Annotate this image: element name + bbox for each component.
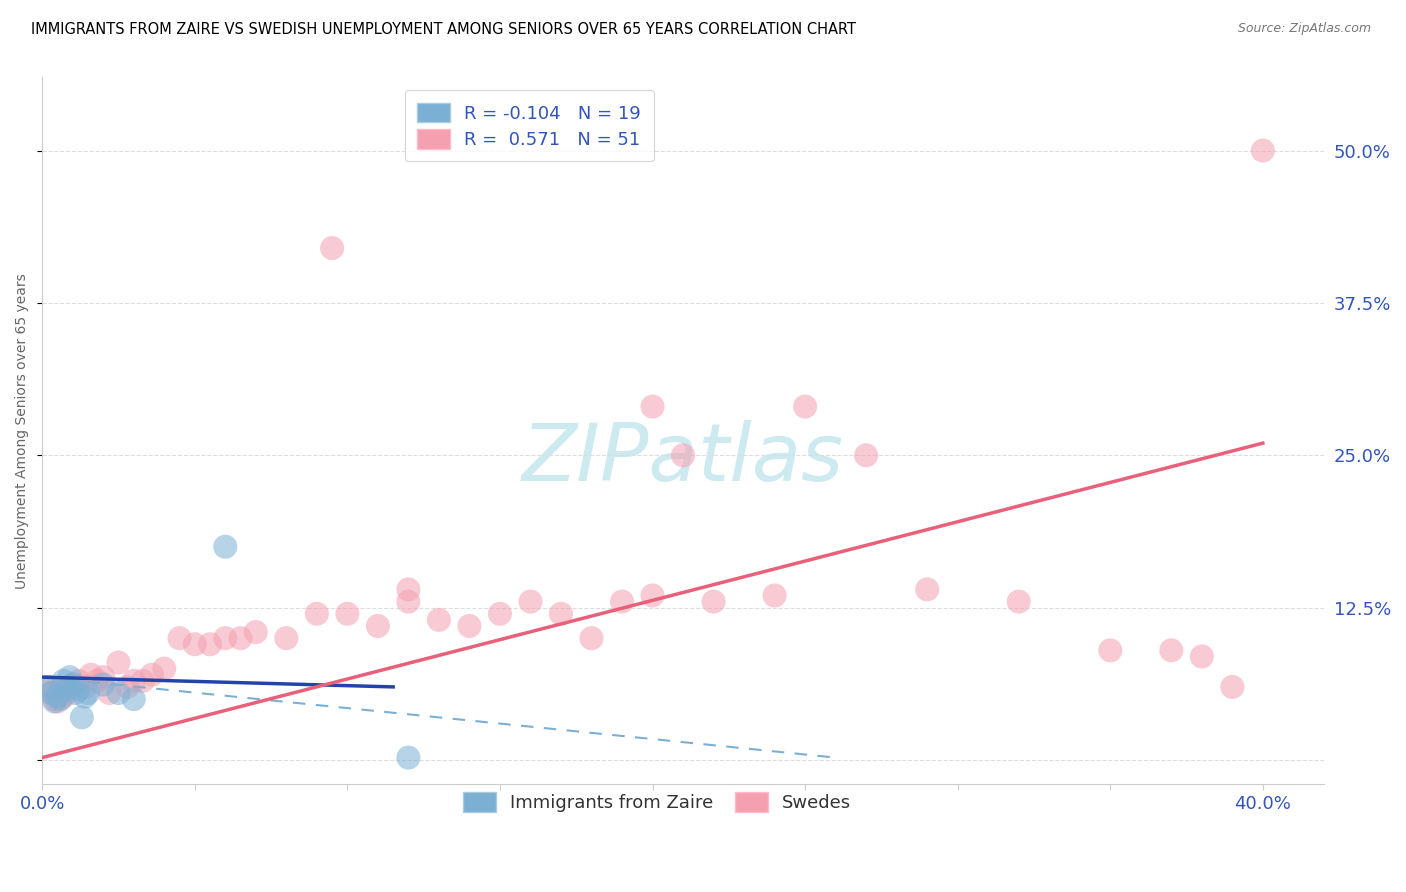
Point (46, 690, 69, 704)
Point (367, 619, 389, 633)
Point (122, 673, 145, 688)
Point (396, 750, 419, 764)
Point (550, 607, 572, 621)
Point (855, 448, 877, 462)
Point (794, 400, 817, 414)
Point (122, 692, 145, 706)
Point (672, 448, 695, 462)
Point (49, 682, 72, 697)
Point (86, 673, 108, 688)
Point (915, 582, 938, 597)
Point (107, 656, 129, 670)
Point (214, 631, 236, 645)
Point (229, 631, 252, 645)
Point (489, 607, 512, 621)
Point (132, 673, 155, 688)
Point (703, 594, 725, 608)
Point (610, 594, 633, 608)
Point (98, 686, 121, 700)
Point (62, 677, 84, 691)
Point (276, 631, 298, 645)
Point (44, 692, 66, 706)
Point (427, 613, 450, 627)
Point (458, 619, 481, 633)
Point (73, 680, 96, 694)
Point (67, 682, 90, 697)
Point (184, 637, 207, 651)
Point (641, 400, 664, 414)
Point (153, 662, 176, 676)
Legend: Immigrants from Zaire, Swedes: Immigrants from Zaire, Swedes (451, 780, 865, 825)
Point (169, 631, 191, 645)
Point (80, 667, 103, 681)
Point (55, 686, 77, 700)
Point (77, 686, 100, 700)
Point (336, 607, 359, 621)
Point (65, 686, 87, 700)
Point (73, 690, 96, 704)
Point (59, 680, 82, 694)
Point (141, 667, 163, 681)
Point (519, 594, 541, 608)
Point (305, 607, 328, 621)
Point (52, 673, 75, 688)
Point (396, 594, 419, 608)
Point (44, 694, 66, 708)
Point (107, 686, 129, 700)
Point (41, 686, 63, 700)
Point (1220, 680, 1243, 694)
Point (59, 670, 82, 684)
Point (52, 690, 75, 704)
Point (641, 589, 664, 603)
Point (55, 682, 77, 697)
Point (1099, 643, 1122, 657)
Point (117, 680, 139, 694)
Point (245, 625, 267, 640)
Text: IMMIGRANTS FROM ZAIRE VS SWEDISH UNEMPLOYMENT AMONG SENIORS OVER 65 YEARS CORREL: IMMIGRANTS FROM ZAIRE VS SWEDISH UNEMPLO… (31, 22, 856, 37)
Point (67, 673, 90, 688)
Point (70, 710, 93, 724)
Point (581, 631, 603, 645)
Point (198, 637, 221, 651)
Point (37, 680, 59, 694)
Point (1251, 144, 1274, 158)
Text: Source: ZipAtlas.com: Source: ZipAtlas.com (1237, 22, 1371, 36)
Point (763, 589, 786, 603)
Point (49, 692, 72, 706)
Point (37, 680, 59, 694)
Point (214, 540, 236, 554)
Point (1160, 643, 1182, 657)
Point (1191, 649, 1213, 664)
Point (1008, 594, 1031, 608)
Point (91, 677, 114, 691)
Point (321, 241, 343, 255)
Point (396, 582, 419, 597)
Point (46, 694, 69, 708)
Point (91, 670, 114, 684)
Y-axis label: Unemployment Among Seniors over 65 years: Unemployment Among Seniors over 65 years (15, 273, 30, 589)
Point (41, 686, 63, 700)
Point (62, 677, 84, 691)
Text: ZIPatlas: ZIPatlas (522, 420, 844, 499)
